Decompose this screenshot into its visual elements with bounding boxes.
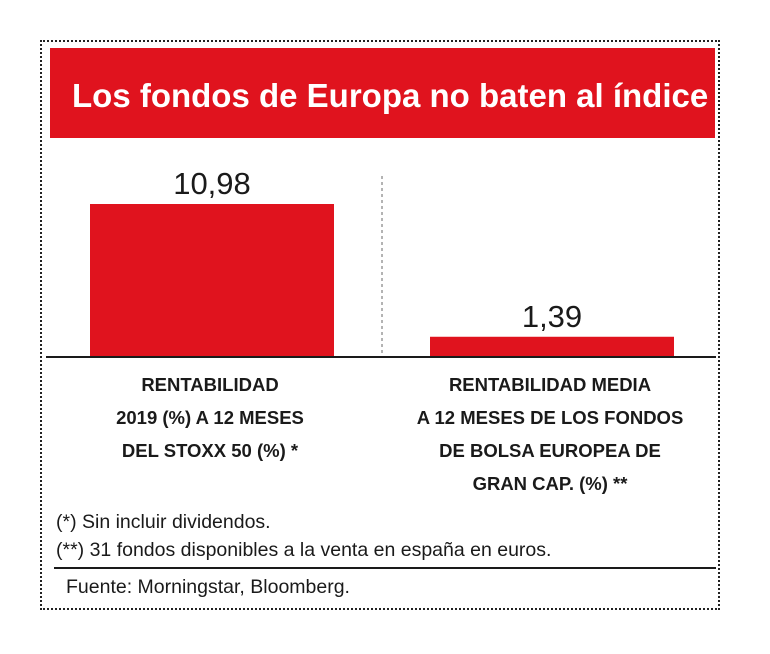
value-label-1: 1,39 <box>522 299 582 334</box>
source-divider <box>54 567 716 569</box>
footnotes: (*) Sin incluir dividendos. (**) 31 fond… <box>56 508 551 564</box>
source-note: Fuente: Morningstar, Bloomberg. <box>66 576 350 598</box>
chart-title: Los fondos de Europa no baten al índice <box>72 77 709 114</box>
footnote-2: (**) 31 fondos disponibles a la venta en… <box>56 539 552 561</box>
category-label-0-line-0: RENTABILIDAD <box>141 374 279 395</box>
category-label-0-line-1: 2019 (%) A 12 MESES <box>116 407 304 428</box>
chart-frame <box>40 40 720 610</box>
title-banner: Los fondos de Europa no baten al índice <box>50 48 715 138</box>
category-label-1: RENTABILIDAD MEDIA A 12 MESES DE LOS FON… <box>400 368 700 500</box>
bar-0 <box>90 204 334 356</box>
category-label-1-line-3: GRAN CAP. (%) ** <box>472 473 628 494</box>
bar-1 <box>430 336 674 356</box>
category-label-0: RENTABILIDAD 2019 (%) A 12 MESES DEL STO… <box>60 368 360 467</box>
category-label-0-line-2: DEL STOXX 50 (%) * <box>121 440 299 461</box>
category-label-1-line-2: DE BOLSA EUROPEA DE <box>439 440 661 461</box>
category-label-1-line-0: RENTABILIDAD MEDIA <box>448 374 652 395</box>
category-label-1-line-1: A 12 MESES DE LOS FONDOS <box>416 407 684 428</box>
footnote-1: (*) Sin incluir dividendos. <box>56 511 271 533</box>
value-label-0: 10,98 <box>173 166 251 201</box>
